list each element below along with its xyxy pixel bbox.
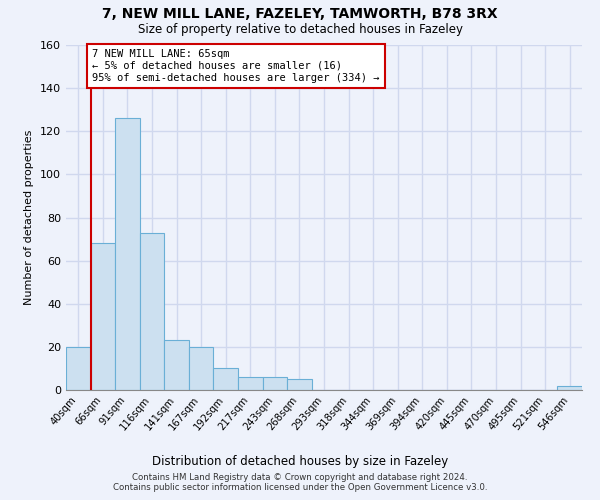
Bar bbox=[164, 340, 189, 390]
Text: 7, NEW MILL LANE, FAZELEY, TAMWORTH, B78 3RX: 7, NEW MILL LANE, FAZELEY, TAMWORTH, B78… bbox=[102, 8, 498, 22]
Bar bbox=[287, 379, 312, 390]
Text: 7 NEW MILL LANE: 65sqm
← 5% of detached houses are smaller (16)
95% of semi-deta: 7 NEW MILL LANE: 65sqm ← 5% of detached … bbox=[92, 50, 379, 82]
Bar bbox=[238, 377, 263, 390]
Bar bbox=[115, 118, 140, 390]
Text: Distribution of detached houses by size in Fazeley: Distribution of detached houses by size … bbox=[152, 455, 448, 468]
Bar bbox=[140, 232, 164, 390]
Y-axis label: Number of detached properties: Number of detached properties bbox=[25, 130, 34, 305]
Bar bbox=[263, 377, 287, 390]
Bar bbox=[189, 347, 214, 390]
Bar bbox=[91, 244, 115, 390]
Bar bbox=[214, 368, 238, 390]
Text: Contains HM Land Registry data © Crown copyright and database right 2024.
Contai: Contains HM Land Registry data © Crown c… bbox=[113, 473, 487, 492]
Bar bbox=[66, 347, 91, 390]
Text: Size of property relative to detached houses in Fazeley: Size of property relative to detached ho… bbox=[137, 22, 463, 36]
Bar bbox=[557, 386, 582, 390]
